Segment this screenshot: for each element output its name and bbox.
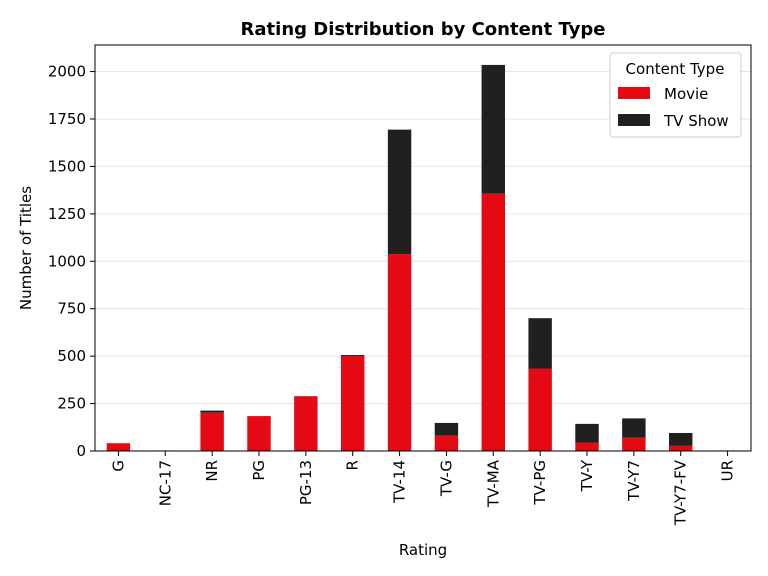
bar-movie — [341, 355, 365, 451]
y-tick-label: 0 — [76, 442, 86, 460]
grid-lines — [95, 71, 751, 452]
y-tick-label: 500 — [57, 347, 86, 365]
bar-movie — [669, 445, 693, 451]
plot-area-border — [94, 44, 752, 452]
y-tick-label: 750 — [57, 300, 86, 318]
bar-tv-show — [575, 423, 599, 443]
x-tick-label: TV-Y7 — [625, 460, 643, 502]
bar-tv-show — [387, 129, 412, 255]
bar-movie — [387, 254, 412, 451]
y-tick-label: 1500 — [48, 157, 86, 175]
legend-swatch-tv-show — [618, 114, 650, 126]
legend-label-tv-show: TV Show — [663, 112, 729, 130]
x-tick-label: TV-14 — [391, 460, 409, 504]
x-tick-label: PG-13 — [297, 460, 315, 505]
x-tick-label: NR — [203, 460, 221, 482]
bar-tv-show — [434, 422, 459, 436]
bar-movie — [528, 368, 552, 451]
x-tick-label: UR — [719, 460, 737, 481]
bar-movie — [106, 443, 131, 451]
y-tick-label: 250 — [57, 395, 86, 413]
y-tick-label: 1250 — [48, 205, 86, 223]
bars — [106, 64, 740, 452]
x-tick-label: TV-PG — [531, 460, 549, 506]
bar-movie — [481, 193, 505, 452]
x-tick-label: PG — [250, 460, 268, 481]
x-tick-label: TV-MA — [484, 459, 502, 508]
bar-movie — [434, 435, 459, 451]
bar-tv-show — [481, 64, 505, 194]
bar-tv-show — [622, 418, 646, 438]
x-tick-label: TV-Y — [578, 459, 596, 492]
bar-movie — [575, 442, 599, 451]
bar-movie — [294, 396, 318, 451]
x-tick-label: TV-G — [437, 460, 455, 497]
bar-tv-show — [669, 432, 693, 446]
x-tick-label: NC-17 — [156, 460, 174, 506]
bar-movie — [247, 416, 271, 451]
y-axis-label: Number of Titles — [17, 186, 35, 310]
x-tick-label: R — [344, 460, 362, 470]
legend-label-movie: Movie — [664, 85, 708, 103]
bar-tv-show — [200, 410, 224, 413]
plot-frame — [94, 44, 752, 452]
y-tick-label: 2000 — [48, 63, 86, 81]
y-tick-label: 1000 — [48, 252, 86, 270]
bar-tv-show — [528, 318, 552, 369]
bar-movie — [622, 437, 646, 451]
x-axis-ticks: G NC-17 NR PG PG-13 R TV-14 TV-G TV-MA TV-PG TV-Y T… — [109, 451, 737, 526]
x-tick-label: G — [109, 460, 127, 472]
x-tick-label: TV-Y7-FV — [672, 459, 690, 526]
y-axis-ticks: 0 250 500 750 1000 1250 1500 1750 2000 — [48, 63, 95, 460]
bar-movie — [200, 412, 224, 451]
x-axis-label: Rating — [399, 541, 447, 559]
legend-swatch-movie — [618, 87, 650, 99]
y-tick-label: 1750 — [48, 110, 86, 128]
chart-title: Rating Distribution by Content Type — [241, 19, 606, 40]
legend: Content Type Movie TV Show — [609, 52, 742, 138]
bar-tv-show — [341, 355, 365, 356]
legend-title: Content Type — [626, 60, 725, 78]
